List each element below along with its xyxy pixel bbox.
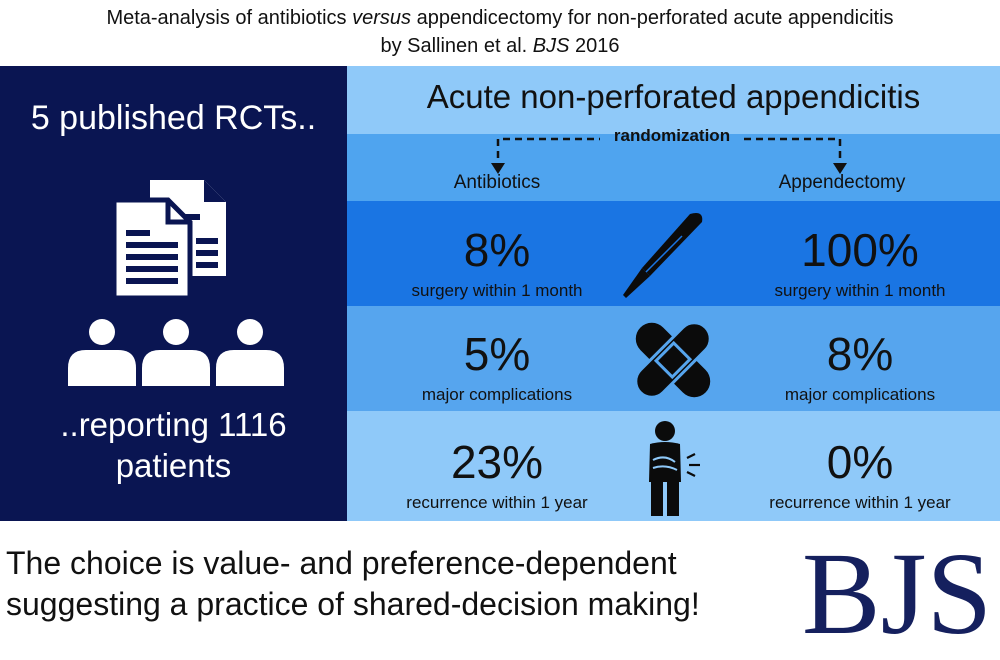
stat-caption: major complications (421, 385, 573, 404)
arm-appendectomy: Appendectomy (778, 172, 906, 193)
arm-antibiotics: Antibiotics (453, 172, 541, 193)
svg-text:BJS: BJS (802, 528, 992, 655)
stat-value: 100% (801, 224, 919, 276)
trial-flow-panel: Acute non-perforated appendicitis random… (347, 66, 1000, 521)
header-line-1: Meta-analysis of antibiotics versus appe… (106, 7, 894, 29)
bjs-logo: BJS (802, 528, 992, 655)
stat-caption: surgery within 1 month (774, 281, 946, 300)
appendectomy-recurrence-stat: 0% recurrence within 1 year (740, 436, 980, 514)
stat-caption: major complications (784, 385, 936, 404)
randomization-label: randomization (613, 126, 731, 145)
condition-title: Acute non-perforated appendicitis (426, 78, 921, 115)
title-band (347, 66, 1000, 134)
abdominal-pain-icon (649, 421, 700, 516)
appendectomy-surgery-stat: 100% surgery within 1 month (740, 224, 980, 302)
conclusion-footer: The choice is value- and preference-depe… (0, 521, 1000, 660)
randomization-arrows (491, 137, 847, 174)
appendectomy-complications-stat: 8% major complications (740, 328, 980, 406)
stat-value: 8% (826, 328, 894, 380)
antibiotics-surgery-stat: 8% surgery within 1 month (377, 224, 617, 302)
stat-value: 5% (463, 328, 531, 380)
stat-caption: surgery within 1 month (411, 281, 583, 300)
conclusion-text: The choice is value- and preference-depe… (6, 545, 700, 622)
stat-caption: recurrence within 1 year (769, 493, 951, 512)
stat-caption: recurrence within 1 year (406, 493, 588, 512)
studies-panel: 5 published RCTs.. ..reporting 1116 p (0, 66, 347, 521)
antibiotics-recurrence-stat: 23% recurrence within 1 year (377, 436, 617, 514)
patients-count: ..reporting 1116 patients (60, 406, 287, 484)
antibiotics-complications-stat: 5% major complications (377, 328, 617, 406)
surgery-band (347, 201, 1000, 306)
bandage-icon (634, 321, 712, 399)
studies-count: 5 published RCTs.. (30, 99, 317, 137)
stat-value: 0% (826, 436, 894, 488)
stat-value: 8% (463, 224, 531, 276)
scalpel-icon (623, 213, 703, 298)
header-line-2: by Sallinen et al. BJS 2016 (380, 35, 620, 57)
stat-value: 23% (450, 436, 544, 488)
people-icon (68, 319, 284, 386)
documents-icon (111, 180, 226, 300)
infographic-header: Meta-analysis of antibiotics versus appe… (0, 0, 1000, 66)
